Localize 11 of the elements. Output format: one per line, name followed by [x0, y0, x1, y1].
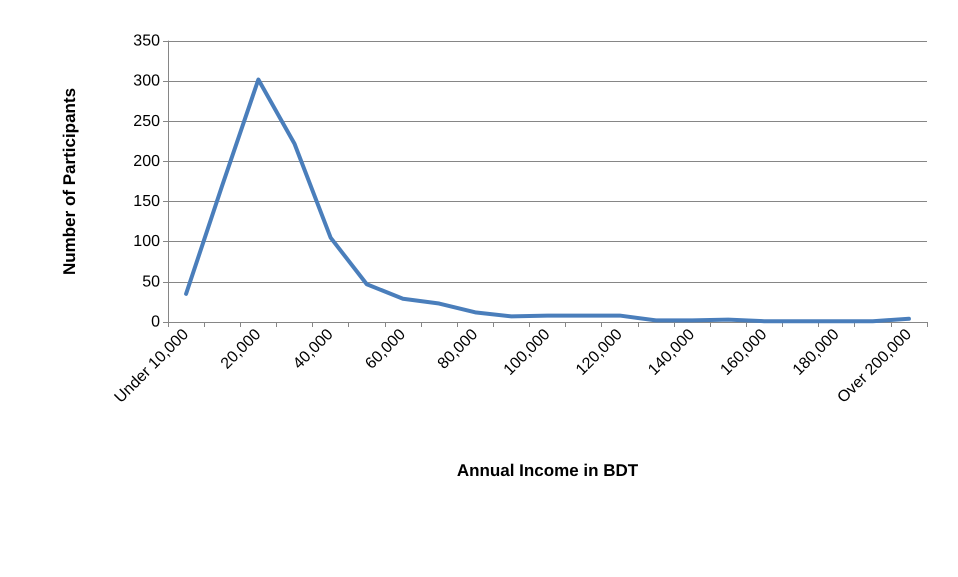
y-tick-label: 200: [133, 152, 160, 170]
x-axis-title: Annual Income in BDT: [456, 461, 639, 480]
y-tick-label: 50: [142, 273, 160, 290]
y-tick-label: 0: [151, 314, 160, 330]
line-series: [184, 78, 911, 324]
y-axis-title: Number of Participants: [60, 88, 79, 276]
y-tick-label: 300: [133, 72, 160, 90]
y-tick-label: 150: [133, 193, 160, 210]
y-tick-label: 350: [133, 32, 160, 50]
y-tick-label: 250: [133, 112, 160, 130]
y-tick-label: 100: [133, 233, 160, 250]
